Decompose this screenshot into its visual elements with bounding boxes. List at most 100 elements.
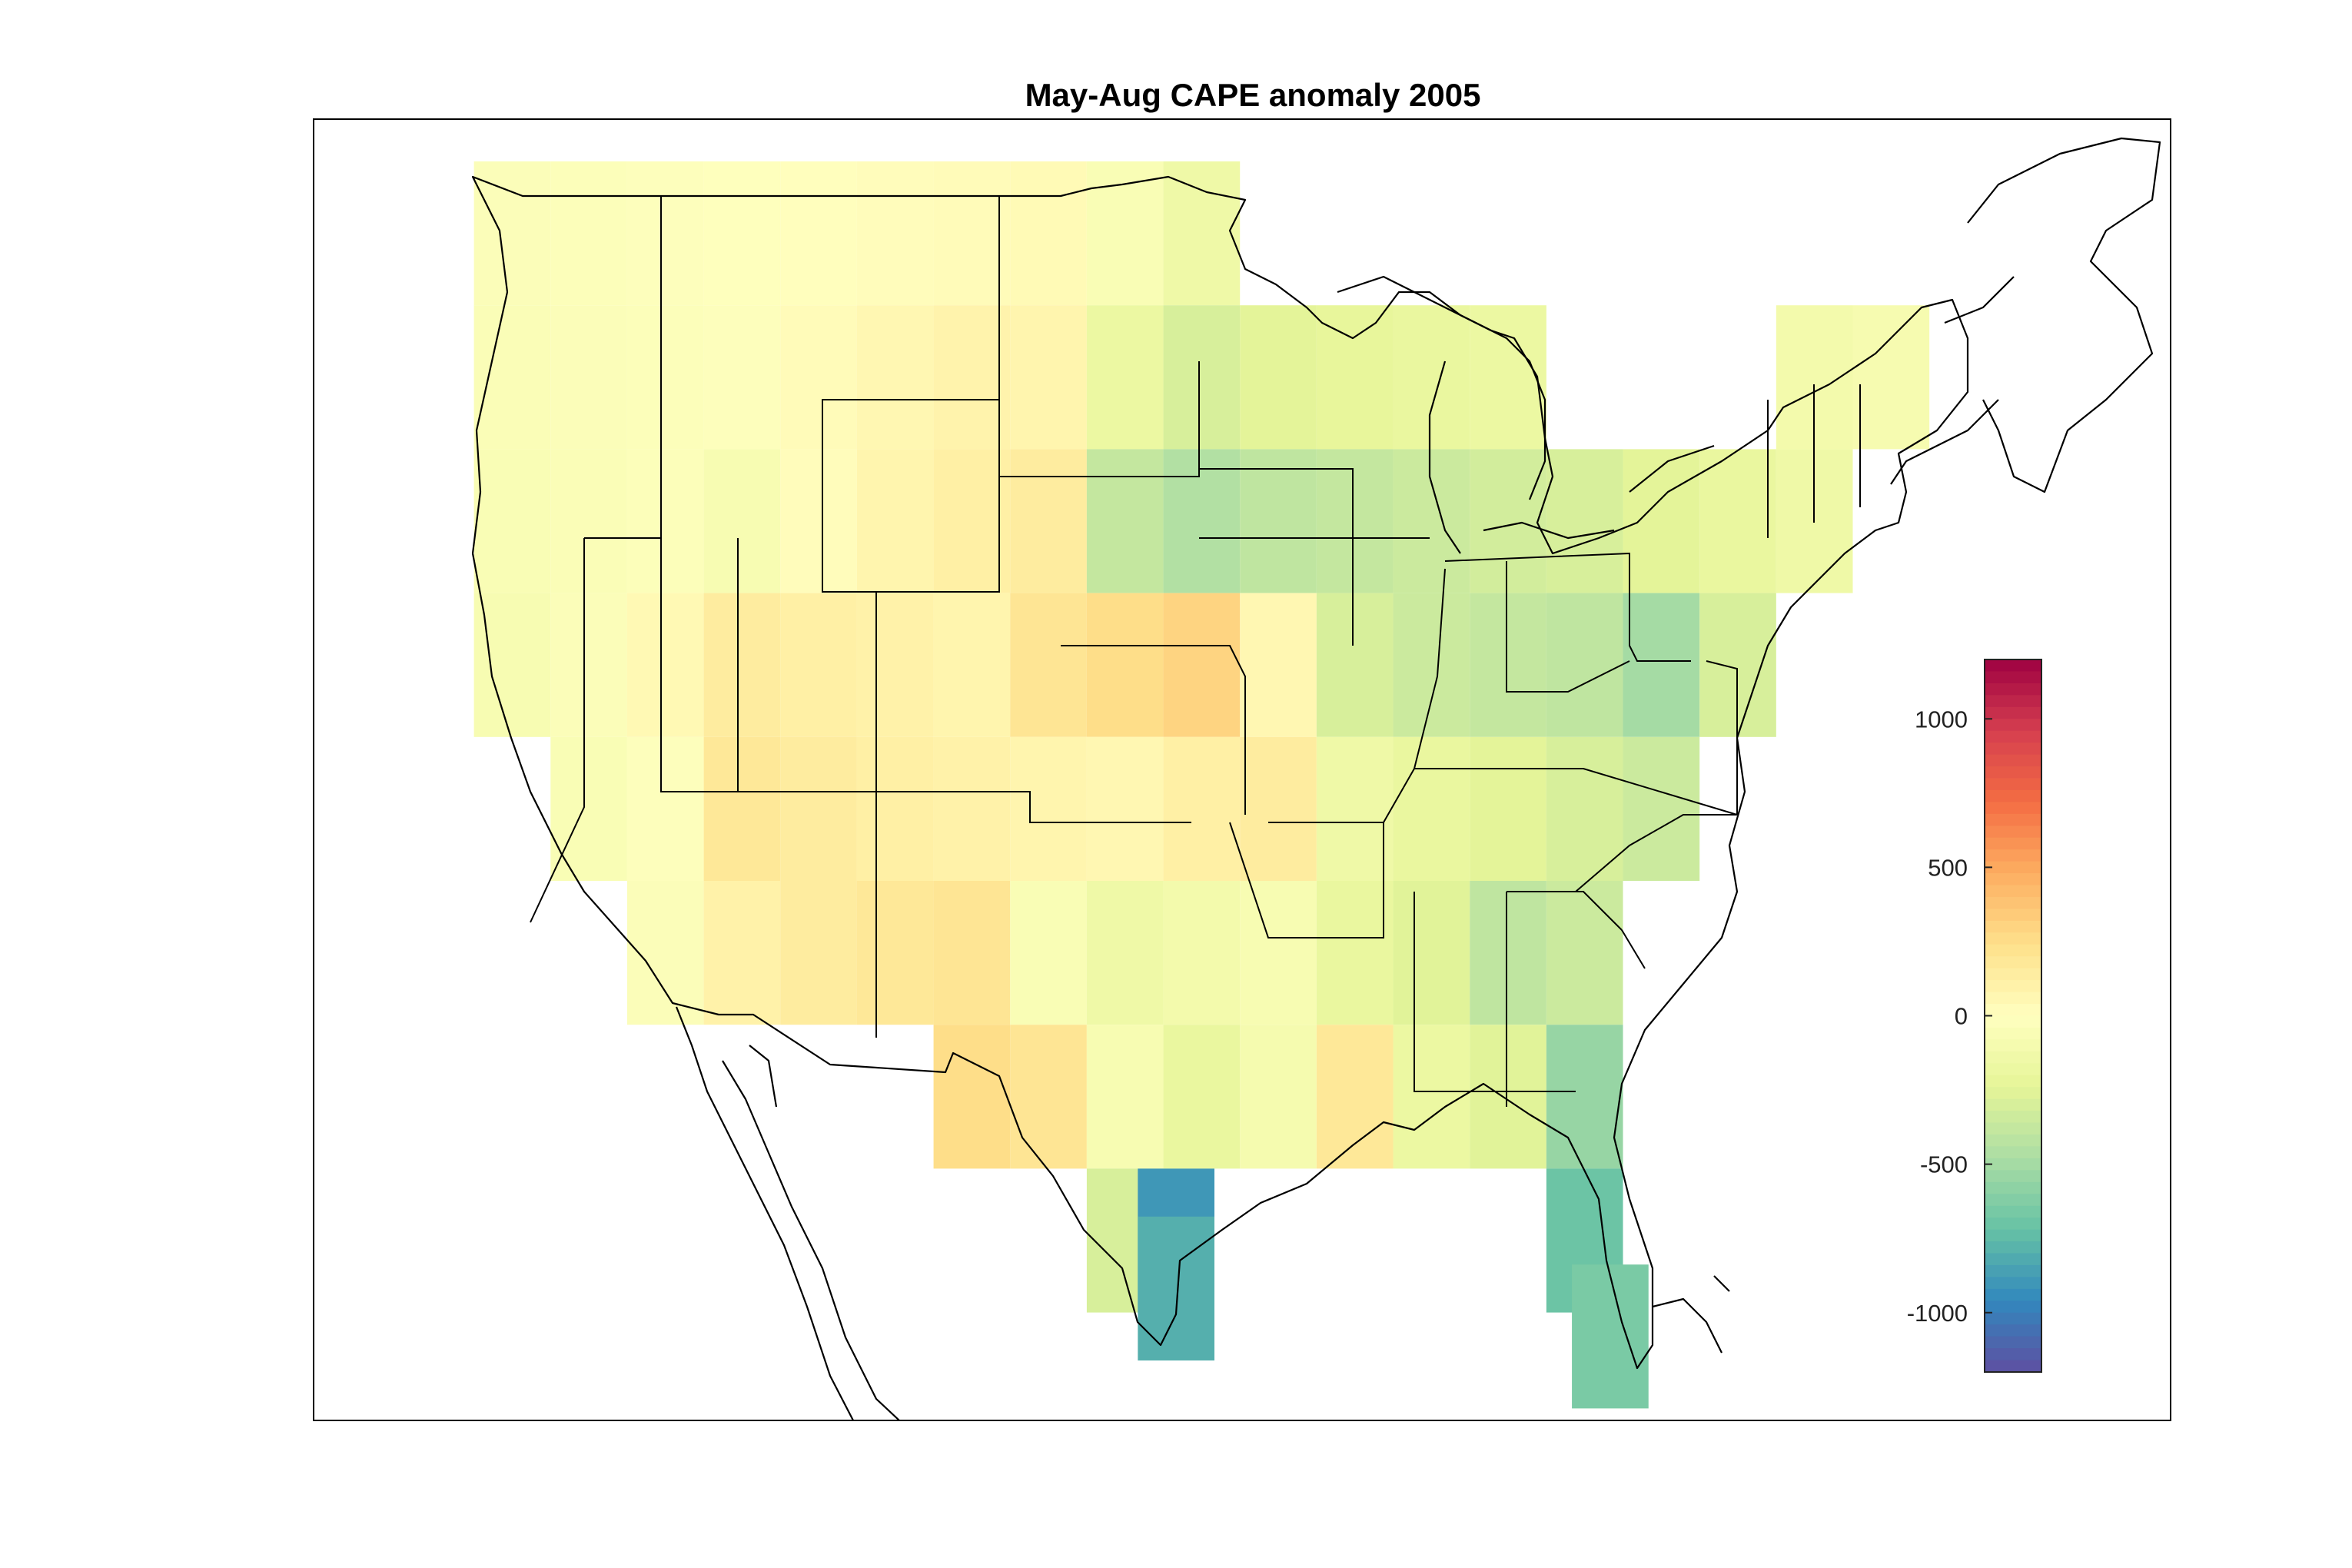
- anomaly-cell: [856, 449, 934, 593]
- colorbar-band: [1985, 1122, 2041, 1135]
- anomaly-cell: [1623, 449, 1700, 593]
- colorbar-band: [1985, 1194, 2041, 1207]
- anomaly-cell: [1546, 1025, 1623, 1169]
- colorbar-band: [1985, 956, 2041, 969]
- anomaly-cell: [1699, 593, 1776, 737]
- anomaly-cell: [703, 161, 781, 306]
- anomaly-cell: [933, 161, 1011, 306]
- colorbar-band: [1985, 980, 2041, 993]
- colorbar-band: [1985, 1181, 2041, 1195]
- colorbar-tick-label: 1000: [1915, 706, 1968, 733]
- anomaly-cell: [1240, 305, 1317, 450]
- anomaly-cell: [1546, 881, 1623, 1025]
- anomaly-cell: [473, 593, 551, 737]
- anomaly-cell: [703, 736, 781, 881]
- colorbar-tick-label: 0: [1955, 1003, 1968, 1030]
- anomaly-cell: [1240, 449, 1317, 593]
- anomaly-cell: [626, 736, 704, 881]
- anomaly-cell: [550, 593, 627, 737]
- colorbar-band: [1985, 968, 2041, 981]
- colorbar-band: [1985, 1158, 2041, 1171]
- anomaly-cell: [1470, 736, 1546, 881]
- colorbar-band: [1985, 1039, 2041, 1052]
- anomaly-cell: [856, 305, 934, 450]
- colorbar-band: [1985, 873, 2041, 886]
- colorbar-band: [1985, 1134, 2041, 1148]
- anomaly-cell: [1316, 881, 1394, 1025]
- colorbar-tick-label: -500: [1920, 1151, 1968, 1178]
- anomaly-cell: [1086, 881, 1164, 1025]
- colorbar-band: [1985, 1324, 2041, 1337]
- anomaly-cell: [1393, 881, 1470, 1025]
- colorbar-band: [1985, 992, 2041, 1005]
- anomaly-cell: [933, 593, 1011, 737]
- colorbar-band: [1985, 1015, 2041, 1028]
- anomaly-cell: [780, 305, 857, 450]
- anomaly-cell: [1393, 305, 1470, 450]
- anomaly-cell: [1240, 1025, 1317, 1169]
- anomaly-cell: [856, 736, 934, 881]
- anomaly-cell: [856, 881, 934, 1025]
- anomaly-cell: [1086, 736, 1164, 881]
- anomaly-cell: [1163, 1025, 1241, 1169]
- anomaly-cell: [1010, 449, 1087, 593]
- colorbar-tick-label: 500: [1928, 854, 1968, 881]
- colorbar-band: [1985, 802, 2041, 815]
- colorbar-band: [1985, 920, 2041, 934]
- colorbar-band: [1985, 1253, 2041, 1266]
- colorbar-gradient: [1985, 659, 2041, 1373]
- anomaly-cell: [550, 161, 627, 306]
- anomaly-cell: [1163, 449, 1241, 593]
- colorbar-band: [1985, 1063, 2041, 1076]
- anomaly-cell: [933, 1025, 1011, 1169]
- colorbar-band: [1985, 706, 2041, 720]
- anomaly-cell: [550, 449, 627, 593]
- colorbar-tick-label: -1000: [1907, 1300, 1968, 1327]
- colorbar-band: [1985, 1277, 2041, 1290]
- anomaly-cell: [550, 305, 627, 450]
- colorbar-band: [1985, 1348, 2041, 1361]
- anomaly-cell: [856, 593, 934, 737]
- anomaly-cell: [1010, 161, 1087, 306]
- anomaly-cell: [1852, 305, 1930, 450]
- colorbar-band: [1985, 1336, 2041, 1349]
- anomaly-cell: [1010, 593, 1087, 737]
- anomaly-cell: [1393, 593, 1470, 737]
- colorbar-band: [1985, 1087, 2041, 1100]
- colorbar-band: [1985, 837, 2041, 850]
- colorbar-band: [1985, 1075, 2041, 1088]
- anomaly-cell: [1086, 593, 1164, 737]
- colorbar-band: [1985, 1301, 2041, 1314]
- anomaly-cell: [626, 161, 704, 306]
- anomaly-cell: [473, 305, 551, 450]
- colorbar-band: [1985, 695, 2041, 708]
- anomaly-cell: [626, 305, 704, 450]
- anomaly-cell: [1470, 881, 1546, 1025]
- anomaly-cell: [703, 881, 781, 1025]
- anomaly-cell: [1086, 1025, 1164, 1169]
- anomaly-cell: [1010, 881, 1087, 1025]
- anomaly-cell: [1240, 736, 1317, 881]
- colorbar-band: [1985, 944, 2041, 958]
- anomaly-cell: [1316, 449, 1394, 593]
- colorbar-band: [1985, 849, 2041, 862]
- anomaly-cell: [1163, 305, 1241, 450]
- colorbar-band: [1985, 1360, 2041, 1373]
- anomaly-cell: [1546, 593, 1623, 737]
- colorbar-band: [1985, 1264, 2041, 1278]
- colorbar-band: [1985, 1288, 2041, 1302]
- anomaly-cell: [1316, 736, 1394, 881]
- colorbar-band: [1985, 730, 2041, 743]
- anomaly-cell: [1623, 736, 1700, 881]
- state-lines: [530, 196, 1861, 1107]
- colorbar-band: [1985, 1004, 2041, 1017]
- anomaly-cell: [780, 736, 857, 881]
- anomaly-cell: [1572, 1264, 1649, 1409]
- anomaly-cell: [1240, 593, 1317, 737]
- colorbar-band: [1985, 1027, 2041, 1041]
- anomaly-cell: [1010, 736, 1087, 881]
- great-lakes: [1337, 275, 1715, 554]
- anomaly-cell: [1393, 736, 1470, 881]
- anomaly-cell: [1138, 1216, 1214, 1360]
